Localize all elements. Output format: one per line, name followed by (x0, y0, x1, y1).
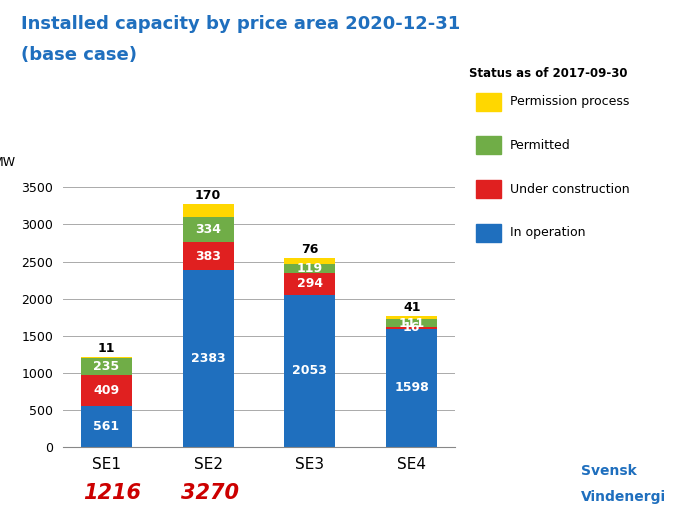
Text: 2053: 2053 (293, 364, 328, 377)
Text: Under construction: Under construction (510, 182, 629, 196)
Bar (183, 217, 234, 242)
Text: 409: 409 (93, 384, 119, 397)
Bar (386, 327, 438, 328)
Text: Status as of 2017-09-30: Status as of 2017-09-30 (469, 67, 627, 80)
Text: 294: 294 (297, 278, 323, 290)
Text: 16: 16 (403, 321, 421, 335)
Bar (80, 357, 132, 358)
Text: 111: 111 (398, 317, 425, 329)
Text: 119: 119 (297, 262, 323, 275)
Text: 561: 561 (93, 420, 119, 433)
Text: 170: 170 (195, 189, 221, 202)
Text: 3270: 3270 (181, 484, 239, 503)
Bar (386, 328, 438, 447)
Text: 334: 334 (195, 223, 221, 236)
Bar (183, 242, 234, 270)
Text: Permission process: Permission process (510, 95, 629, 108)
Text: 235: 235 (93, 360, 119, 373)
Text: 383: 383 (195, 249, 221, 263)
Bar (80, 375, 132, 406)
Bar (284, 264, 335, 273)
Bar (284, 259, 335, 264)
Text: MW: MW (0, 156, 15, 169)
Bar (284, 295, 335, 447)
Text: Installed capacity by price area 2020-12-31: Installed capacity by price area 2020-12… (21, 15, 461, 33)
Text: Svensk: Svensk (581, 464, 637, 478)
Bar (183, 205, 234, 217)
Text: 11: 11 (97, 342, 115, 355)
Bar (183, 270, 234, 447)
Text: 2383: 2383 (191, 352, 225, 365)
Bar (386, 319, 438, 327)
Bar (80, 406, 132, 447)
Bar (386, 316, 438, 319)
Bar (284, 273, 335, 295)
Text: 1216: 1216 (83, 484, 141, 503)
Text: Vindenergi: Vindenergi (581, 490, 666, 504)
Text: 1598: 1598 (394, 381, 429, 394)
Text: 41: 41 (403, 301, 421, 314)
Text: 76: 76 (301, 243, 318, 256)
Text: Permitted: Permitted (510, 139, 570, 152)
Bar (80, 358, 132, 375)
Text: In operation: In operation (510, 226, 585, 240)
Text: (base case): (base case) (21, 46, 137, 64)
